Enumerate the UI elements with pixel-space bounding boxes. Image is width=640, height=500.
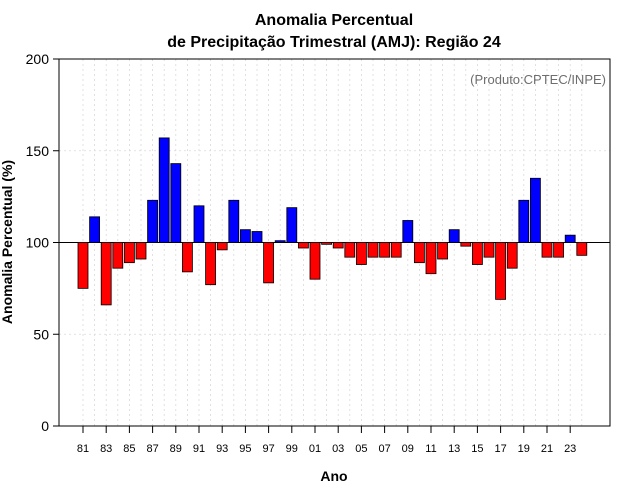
x-axis-label: Ano <box>320 468 347 484</box>
bar-1986 <box>135 242 147 260</box>
bar-1981 <box>77 242 89 289</box>
bar-1982 <box>89 216 100 243</box>
bar-1993 <box>216 242 228 251</box>
y-tick-label: 100 <box>26 235 50 251</box>
bar-2005 <box>355 242 367 265</box>
bar-1988 <box>158 137 170 243</box>
x-tick-label: 91 <box>193 443 205 455</box>
bar-2006 <box>367 242 379 258</box>
bar-2014 <box>460 242 472 247</box>
x-tick-label: 09 <box>402 443 414 455</box>
bar-2015 <box>471 242 483 265</box>
bar-2000 <box>297 242 309 249</box>
y-tick-label: 200 <box>26 51 50 67</box>
x-tick-label: 23 <box>564 443 576 455</box>
bar-2017 <box>495 242 507 300</box>
y-axis-label: Anomalia Percentual (%) <box>0 160 15 324</box>
chart-title: Anomalia Percentual <box>255 12 413 29</box>
bar-2019 <box>518 199 530 243</box>
y-tick-label: 0 <box>41 418 49 434</box>
x-tick-label: 93 <box>216 443 228 455</box>
bar-2013 <box>448 229 460 243</box>
x-tick-label: 11 <box>425 443 436 455</box>
bar-2021 <box>541 242 553 258</box>
credit-label: (Produto:CPTEC/INPE) <box>470 72 606 87</box>
bar-2022 <box>553 242 564 258</box>
bar-1995 <box>239 229 251 243</box>
bar-2020 <box>530 177 541 243</box>
bar-2016 <box>483 242 495 258</box>
bar-1999 <box>286 207 298 243</box>
bar-2011 <box>425 242 437 275</box>
bar-1985 <box>124 242 135 264</box>
x-tick-label: 87 <box>146 443 158 455</box>
y-tick-label: 50 <box>33 326 49 342</box>
x-tick-label: 97 <box>262 443 274 455</box>
bar-1983 <box>100 242 112 306</box>
bar-2023 <box>564 234 576 243</box>
bar-1996 <box>251 231 263 243</box>
bar-2009 <box>402 220 414 243</box>
bar-1997 <box>263 242 275 284</box>
x-tick-label: 99 <box>286 443 298 455</box>
bar-1987 <box>147 199 159 243</box>
bar-1984 <box>112 242 124 269</box>
x-tick-label: 83 <box>100 443 112 455</box>
x-tick-label: 13 <box>448 443 460 455</box>
bar-2024 <box>576 242 588 256</box>
x-tick-label: 07 <box>378 443 390 455</box>
x-tick-label: 85 <box>123 443 135 455</box>
grid <box>59 58 610 427</box>
bar-2003 <box>332 242 344 249</box>
bar-1998 <box>274 240 286 243</box>
bar-2012 <box>437 242 449 260</box>
chart-subtitle: de Precipitação Trimestral (AMJ): Região… <box>167 34 501 51</box>
x-tick-label: 05 <box>355 443 367 455</box>
x-tick-label: 95 <box>239 443 251 455</box>
bar-2004 <box>344 242 356 258</box>
bar-1989 <box>170 163 182 243</box>
bar-1991 <box>193 205 205 243</box>
bar-2007 <box>379 242 391 258</box>
bar-2001 <box>309 242 321 280</box>
x-tick-label: 01 <box>309 443 321 455</box>
x-tick-label: 81 <box>77 443 89 455</box>
bars <box>77 137 588 306</box>
bar-1992 <box>205 242 217 286</box>
bar-2008 <box>390 242 402 258</box>
bar-1994 <box>228 199 240 243</box>
bar-1990 <box>181 242 193 273</box>
x-tick-label: 19 <box>518 443 530 455</box>
x-axis: 81 83 85 87 89 91 93 95 97 99 01 03 05 07 09 11 13 15 17 19… <box>77 426 576 455</box>
y-axis: 0 50 100 150 200 <box>26 51 59 434</box>
bar-2010 <box>413 242 425 264</box>
x-tick-label: 17 <box>494 443 506 455</box>
x-tick-label: 21 <box>541 443 553 455</box>
bar-2018 <box>506 242 518 269</box>
x-tick-label: 03 <box>332 443 344 455</box>
x-tick-label: 89 <box>170 443 182 455</box>
bar-2002 <box>321 242 333 245</box>
x-tick-label: 15 <box>471 443 483 455</box>
y-tick-label: 150 <box>26 143 50 159</box>
